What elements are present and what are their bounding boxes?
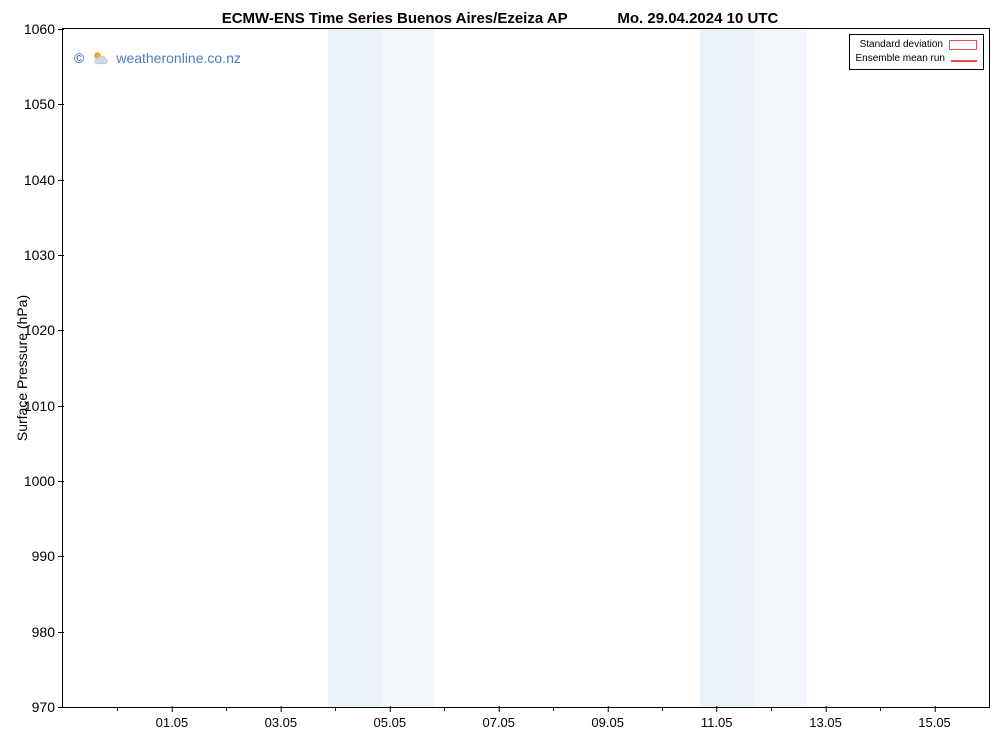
x-tick: 05.05	[374, 707, 407, 730]
shaded-band	[754, 29, 807, 707]
y-tick: 1040	[24, 172, 63, 188]
shaded-band	[382, 29, 435, 707]
x-tick-minor	[444, 707, 445, 711]
chart-container: ECMW-ENS Time Series Buenos Aires/Ezeiza…	[0, 0, 1000, 733]
legend-item: Standard deviation	[856, 38, 978, 52]
legend-swatch	[951, 60, 977, 62]
y-tick: 1060	[24, 21, 63, 37]
y-tick: 990	[32, 548, 63, 564]
legend-label: Standard deviation	[860, 38, 943, 52]
y-tick: 980	[32, 624, 63, 640]
title-right: Mo. 29.04.2024 10 UTC	[617, 10, 778, 27]
y-tick: 970	[32, 699, 63, 715]
x-tick: 15.05	[918, 707, 951, 730]
legend-swatch	[949, 40, 977, 50]
x-tick: 09.05	[591, 707, 624, 730]
watermark: © weatheronline.co.nz	[74, 48, 241, 68]
watermark-text: weatheronline.co.nz	[116, 50, 241, 66]
legend-item: Ensemble mean run	[856, 52, 978, 66]
x-tick-minor	[226, 707, 227, 711]
legend-label: Ensemble mean run	[856, 52, 946, 66]
x-tick-minor	[335, 707, 336, 711]
legend: Standard deviationEnsemble mean run	[849, 34, 985, 70]
x-tick-minor	[771, 707, 772, 711]
chart-title: ECMW-ENS Time Series Buenos Aires/Ezeiza…	[0, 10, 1000, 27]
x-tick: 03.05	[265, 707, 298, 730]
x-tick: 07.05	[482, 707, 515, 730]
x-tick-minor	[117, 707, 118, 711]
shaded-band	[700, 29, 754, 707]
y-tick: 1050	[24, 96, 63, 112]
x-tick-minor	[553, 707, 554, 711]
x-tick: 01.05	[156, 707, 189, 730]
x-tick-minor	[880, 707, 881, 711]
copyright-icon: ©	[74, 50, 84, 66]
y-tick: 1030	[24, 247, 63, 263]
weather-icon	[90, 48, 110, 68]
x-tick: 11.05	[701, 707, 733, 730]
y-tick: 1000	[24, 473, 63, 489]
x-tick-minor	[662, 707, 663, 711]
title-left: ECMW-ENS Time Series Buenos Aires/Ezeiza…	[222, 10, 568, 27]
x-tick: 13.05	[809, 707, 842, 730]
shaded-band	[328, 29, 382, 707]
plot-area: 970980990100010101020103010401050106001.…	[62, 28, 990, 708]
y-axis-label: Surface Pressure (hPa)	[14, 295, 30, 441]
